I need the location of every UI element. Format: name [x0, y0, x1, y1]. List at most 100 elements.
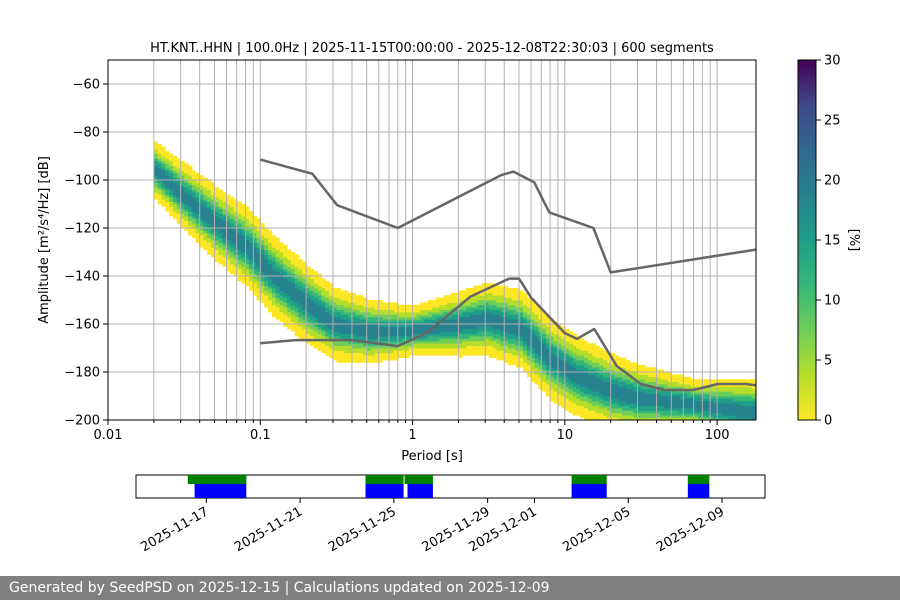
psd-cell [389, 324, 395, 327]
psd-cell [667, 405, 672, 409]
psd-cell [325, 316, 330, 320]
psd-cell [458, 345, 463, 349]
psd-cell [313, 328, 318, 332]
psd-cell [614, 393, 619, 397]
psd-cell [226, 232, 231, 236]
psd-cell [229, 204, 235, 207]
psd-cell [523, 362, 528, 366]
psd-cell [370, 319, 376, 322]
psd-cell [359, 326, 364, 330]
psd-cell [473, 302, 478, 306]
psd-cell [576, 381, 581, 385]
psd-cell [545, 393, 551, 397]
psd-cell [226, 249, 231, 253]
psd-cell [698, 410, 703, 414]
psd-cell [504, 314, 509, 318]
psd-cell [530, 336, 535, 339]
psd-cell [405, 350, 410, 354]
psd-cell [671, 376, 676, 380]
psd-cell [534, 333, 539, 337]
psd-cell [306, 266, 311, 270]
psd-cell [477, 302, 482, 306]
x-tick-label: 1 [408, 428, 416, 443]
psd-cell [408, 326, 414, 330]
psd-cell [393, 307, 398, 310]
psd-cell [416, 326, 421, 330]
psd-cell [633, 408, 638, 411]
psd-cell [427, 331, 433, 334]
psd-cell [473, 314, 478, 318]
psd-cell [751, 388, 756, 392]
psd-cell [644, 405, 650, 409]
psd-cell [309, 302, 315, 306]
psd-cell [370, 328, 376, 332]
psd-cell [256, 249, 261, 253]
psd-cell [279, 302, 284, 306]
psd-cell [580, 364, 585, 368]
psd-cell [344, 314, 349, 318]
psd-cell [507, 312, 513, 315]
psd-cell [222, 264, 227, 267]
psd-cell [203, 237, 208, 241]
psd-cell [492, 324, 497, 327]
psd-cell [245, 225, 250, 229]
psd-cell [363, 357, 368, 361]
psd-cell [424, 302, 429, 306]
psd-cell [172, 187, 178, 190]
psd-cell [618, 376, 623, 380]
psd-cell [256, 218, 261, 222]
psd-cell [656, 391, 661, 394]
psd-cell [717, 388, 722, 392]
psd-cell [344, 309, 349, 313]
psd-cell [511, 352, 516, 356]
psd-cell [599, 400, 604, 404]
psd-cell [565, 376, 570, 380]
psd-cell [504, 328, 509, 332]
psd-cell [671, 384, 676, 387]
psd-cell [306, 340, 311, 344]
psd-cell [496, 302, 501, 306]
psd-cell [268, 290, 273, 294]
psd-cell [587, 362, 593, 366]
psd-cell [275, 292, 280, 296]
psd-cell [340, 340, 345, 344]
psd-cell [549, 357, 554, 361]
psd-cell [424, 348, 429, 351]
psd-cell [363, 314, 368, 318]
psd-cell [260, 292, 265, 296]
psd-cell [260, 295, 265, 298]
psd-cell [686, 391, 692, 394]
psd-cell [622, 393, 627, 397]
psd-cell [584, 417, 589, 420]
psd-cell [584, 374, 589, 378]
psd-cell [698, 398, 703, 402]
psd-cell [355, 350, 360, 354]
psd-cell [313, 331, 318, 334]
psd-cell [671, 412, 676, 416]
psd-cell [462, 314, 467, 318]
psd-cell [618, 360, 623, 363]
psd-cell [328, 309, 334, 313]
psd-cell [538, 319, 543, 322]
psd-cell [641, 408, 646, 411]
psd-cell [321, 350, 326, 354]
psd-cell [294, 307, 299, 310]
psd-cell [561, 357, 566, 361]
psd-cell [530, 360, 535, 363]
psd-cell [485, 312, 490, 315]
psd-cell [313, 319, 318, 322]
psd-cell [481, 304, 486, 308]
psd-cell [332, 328, 337, 332]
psd-cell [534, 376, 539, 380]
psd-cell [287, 252, 292, 255]
psd-cell [233, 220, 238, 224]
psd-cell [264, 304, 269, 308]
psd-cell [572, 381, 577, 385]
psd-cell [165, 184, 170, 188]
psd-cell [180, 216, 185, 219]
psd-cell [637, 396, 642, 399]
psd-cell [709, 393, 714, 397]
psd-cell [515, 357, 520, 361]
psd-cell [405, 319, 410, 322]
